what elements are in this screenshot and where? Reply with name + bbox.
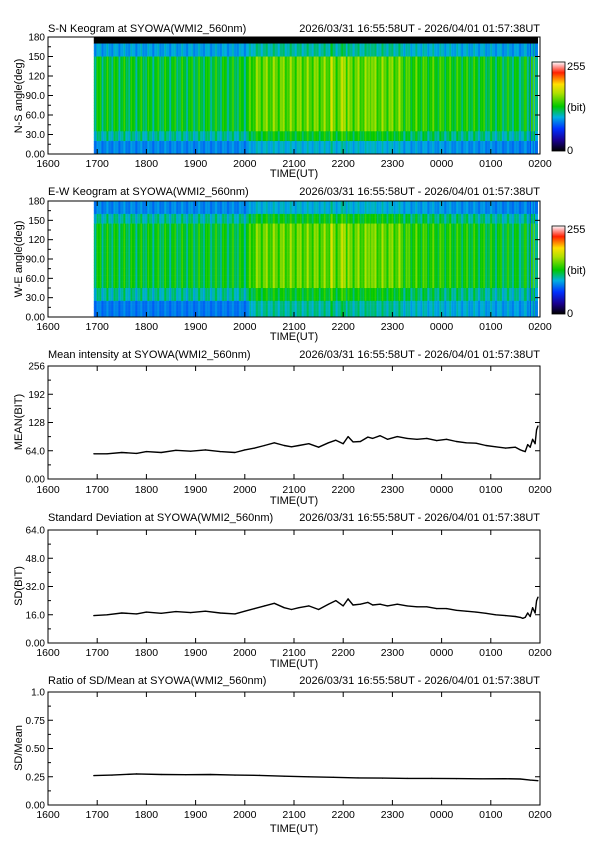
- sn-keogram-image: [94, 37, 538, 154]
- sn-keogram-time-range: 2026/03/31 16:55:58UT - 2026/04/01 01:57…: [299, 23, 540, 35]
- sn-keogram-title: S-N Keogram at SYOWA(WMI2_560nm): [48, 23, 246, 35]
- sn-keogram-panel: S-N Keogram at SYOWA(WMI2_560nm) 2026/03…: [13, 23, 586, 180]
